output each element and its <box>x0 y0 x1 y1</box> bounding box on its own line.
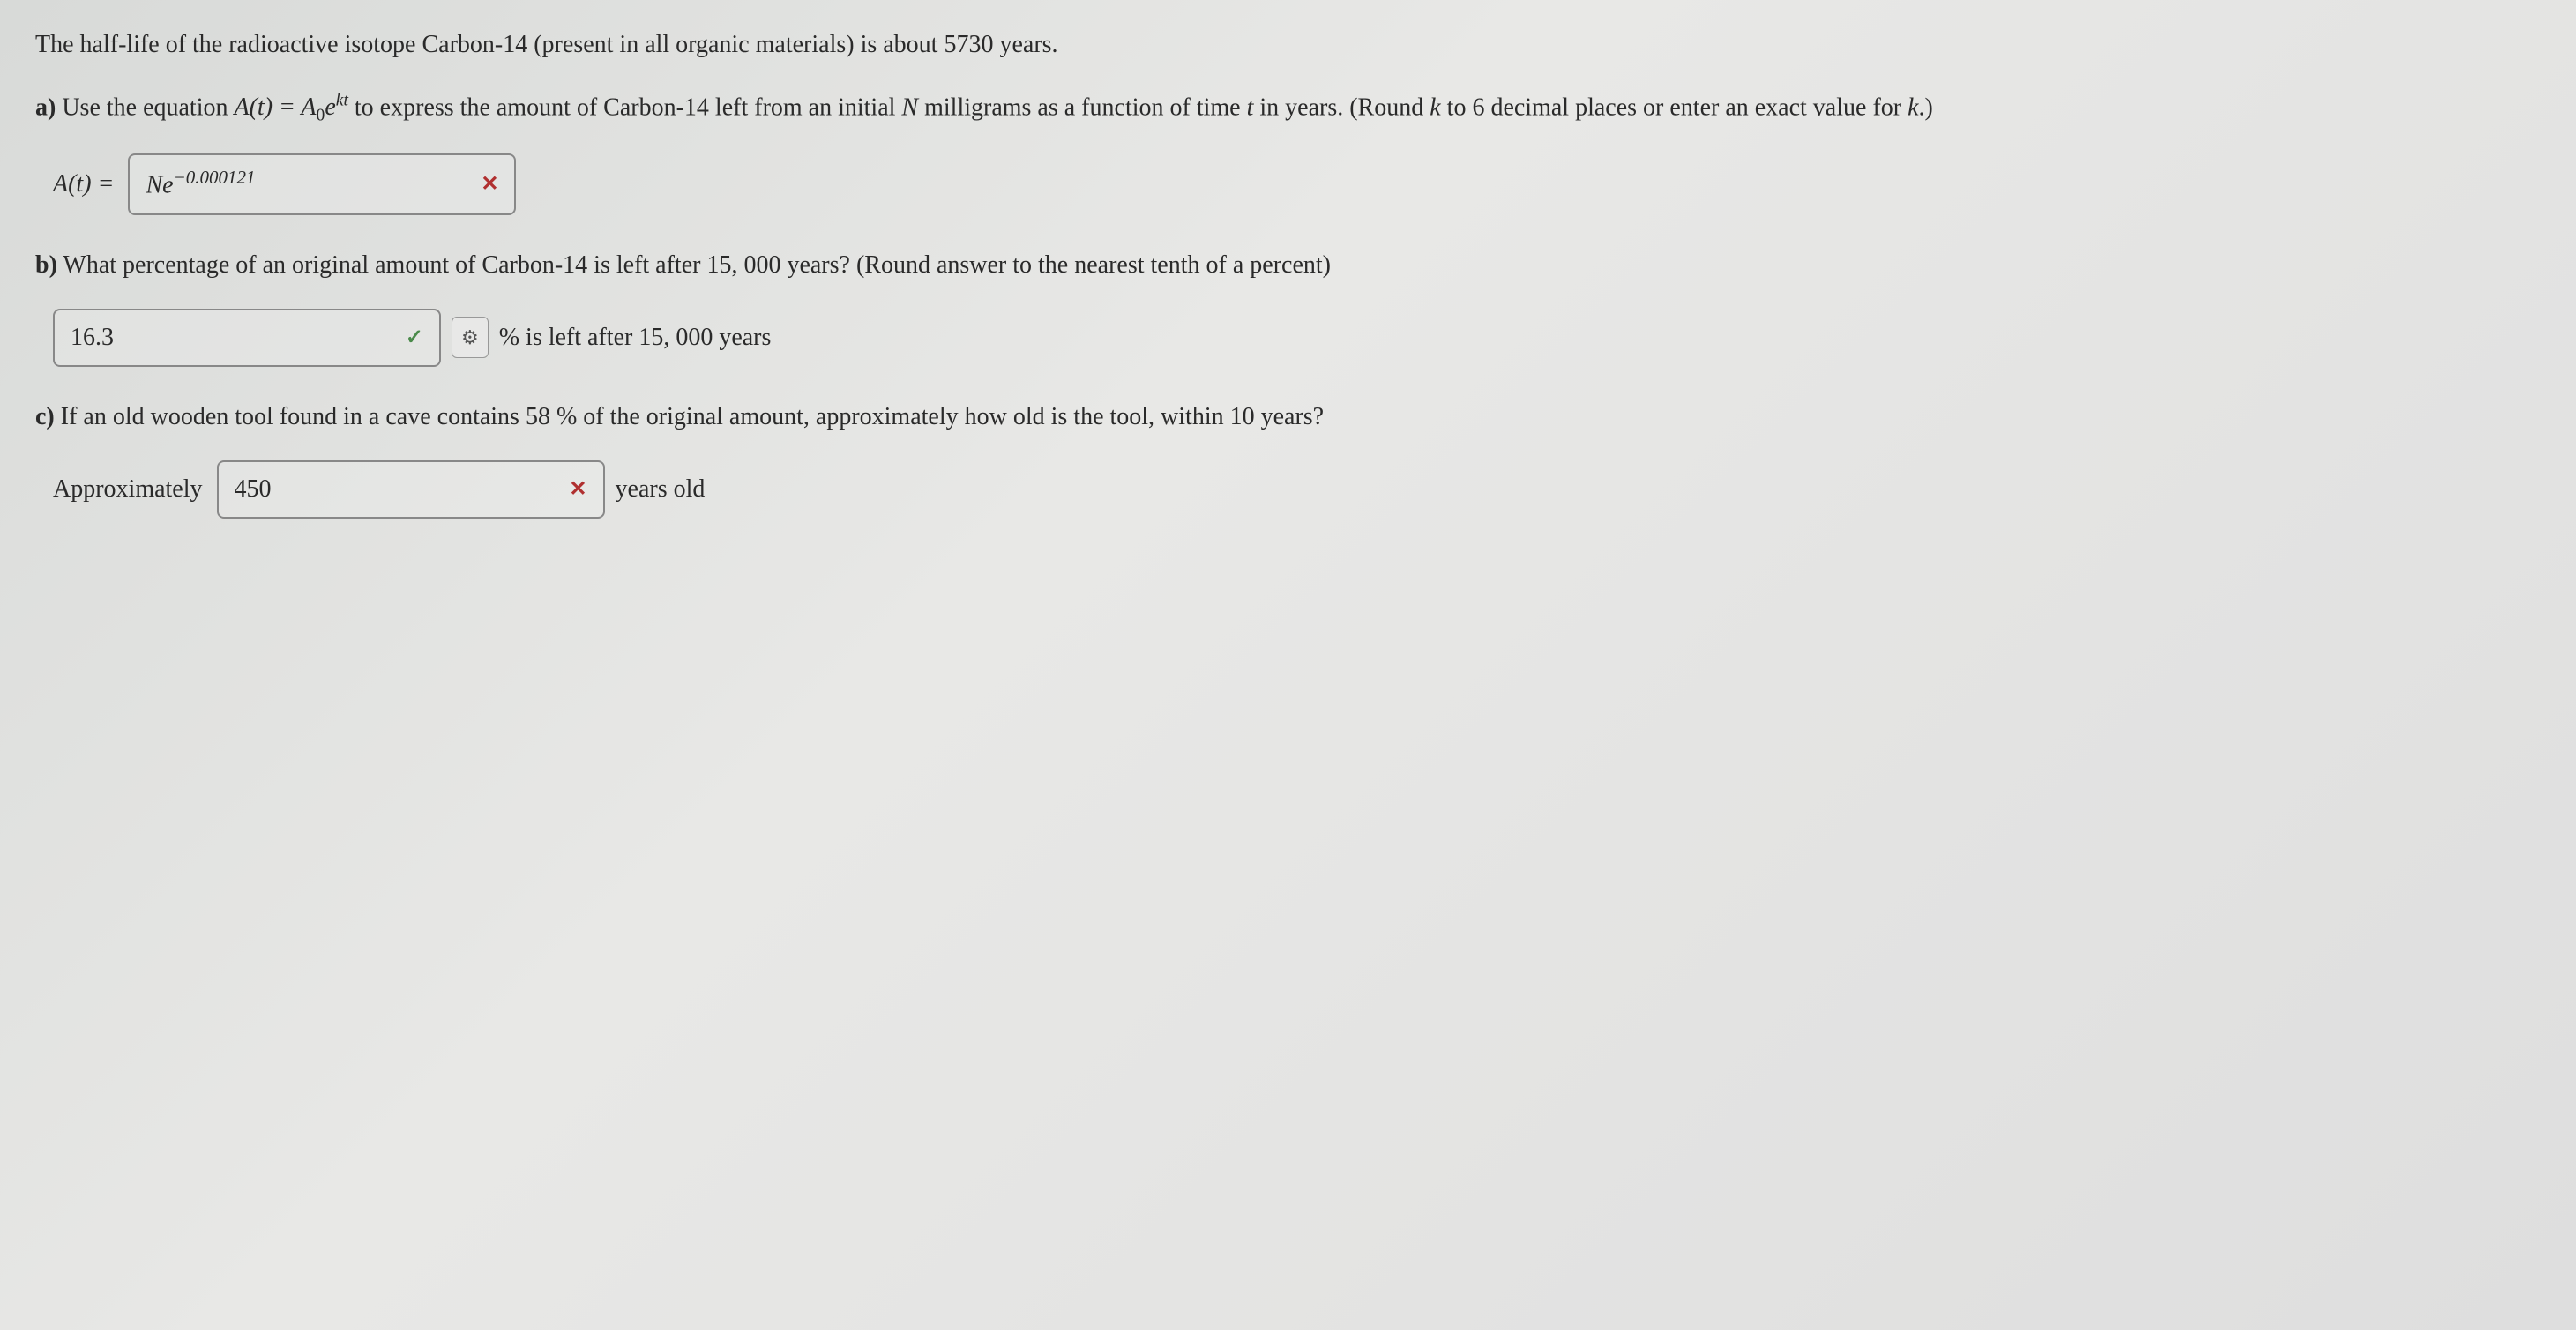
part-a-mid3: in years. (Round <box>1253 93 1430 121</box>
part-b-text: b) What percentage of an original amount… <box>35 247 2541 284</box>
part-a-mid1: to express the amount of Carbon-14 left … <box>348 93 902 121</box>
var-k2: k <box>1908 93 1918 121</box>
part-c-answer-box[interactable]: 450 ✕ <box>217 460 605 519</box>
part-c-suffix: years old <box>616 471 706 508</box>
incorrect-icon: ✕ <box>558 474 586 505</box>
part-a-answer-row: A(t) = Ne−0.000121 ✕ <box>53 153 2541 214</box>
part-b-suffix: % is left after 15, 000 years <box>499 319 772 356</box>
correct-icon: ✓ <box>395 322 423 354</box>
part-a-pre: Use the equation <box>56 93 234 121</box>
part-b-label: b) <box>35 251 57 279</box>
var-n: N <box>901 93 918 121</box>
part-a-label: a) <box>35 93 56 121</box>
part-c-label: c) <box>35 403 55 430</box>
part-c-prefix: Approximately <box>53 471 203 508</box>
intro-text: The half-life of the radioactive isotope… <box>35 26 2541 64</box>
part-c-text: c) If an old wooden tool found in a cave… <box>35 399 2541 436</box>
part-a-end: .) <box>1919 93 1933 121</box>
part-a-answer-content: Ne−0.000121 <box>146 164 470 204</box>
part-b-answer-row: 16.3 ✓ ⚙ % is left after 15, 000 years <box>53 309 2541 367</box>
part-b-body: What percentage of an original amount of… <box>57 251 1331 279</box>
part-a-mid2: milligrams as a function of time <box>918 93 1246 121</box>
part-c-answer-value: 450 <box>235 471 559 508</box>
part-b-answer-value: 16.3 <box>71 319 395 356</box>
part-a-mid4: to 6 decimal places or enter an exact va… <box>1441 93 1908 121</box>
equation-lhs: A(t) = A0ekt <box>235 93 348 121</box>
part-a-answer-box[interactable]: Ne−0.000121 ✕ <box>128 153 516 214</box>
part-a-text: a) Use the equation A(t) = A0ekt to expr… <box>35 88 2541 129</box>
part-c-answer-row: Approximately 450 ✕ years old <box>53 460 2541 519</box>
var-k: k <box>1430 93 1440 121</box>
part-a-answer-prefix: A(t) = <box>53 166 114 203</box>
format-tool-button[interactable]: ⚙ <box>452 317 489 358</box>
part-c-body: If an old wooden tool found in a cave co… <box>55 403 1324 430</box>
incorrect-icon: ✕ <box>470 168 498 200</box>
part-b-answer-box[interactable]: 16.3 ✓ <box>53 309 441 367</box>
